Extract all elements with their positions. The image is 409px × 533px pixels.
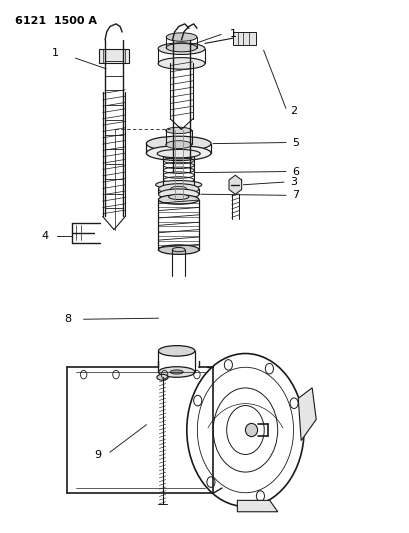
Text: 3: 3: [290, 177, 297, 187]
Ellipse shape: [170, 187, 187, 191]
Polygon shape: [237, 500, 277, 512]
Text: 1: 1: [229, 29, 236, 39]
Ellipse shape: [158, 184, 198, 194]
Ellipse shape: [146, 136, 211, 151]
Ellipse shape: [166, 33, 196, 41]
Ellipse shape: [166, 43, 196, 52]
Ellipse shape: [172, 247, 185, 252]
Ellipse shape: [146, 146, 211, 160]
Polygon shape: [297, 388, 315, 441]
Ellipse shape: [157, 149, 200, 158]
Ellipse shape: [168, 194, 189, 199]
Ellipse shape: [158, 189, 198, 199]
Ellipse shape: [170, 370, 183, 374]
Ellipse shape: [155, 181, 201, 189]
Ellipse shape: [157, 374, 168, 380]
Text: 5: 5: [292, 138, 299, 148]
Ellipse shape: [158, 43, 204, 54]
Ellipse shape: [245, 423, 257, 437]
Ellipse shape: [165, 127, 191, 134]
Polygon shape: [233, 31, 255, 45]
Polygon shape: [229, 175, 241, 194]
Polygon shape: [99, 49, 129, 63]
Text: 2: 2: [290, 106, 297, 116]
Ellipse shape: [158, 345, 194, 356]
Text: 6: 6: [292, 166, 299, 176]
Ellipse shape: [158, 58, 204, 69]
Text: 1: 1: [52, 48, 59, 58]
Ellipse shape: [165, 141, 191, 149]
Text: 9: 9: [94, 450, 101, 461]
Text: 4: 4: [42, 231, 49, 241]
Ellipse shape: [158, 195, 198, 204]
Text: 8: 8: [64, 314, 71, 324]
Ellipse shape: [158, 367, 194, 377]
Ellipse shape: [158, 245, 198, 254]
Text: 6121  1500 A: 6121 1500 A: [15, 16, 97, 26]
Text: 7: 7: [292, 190, 299, 200]
